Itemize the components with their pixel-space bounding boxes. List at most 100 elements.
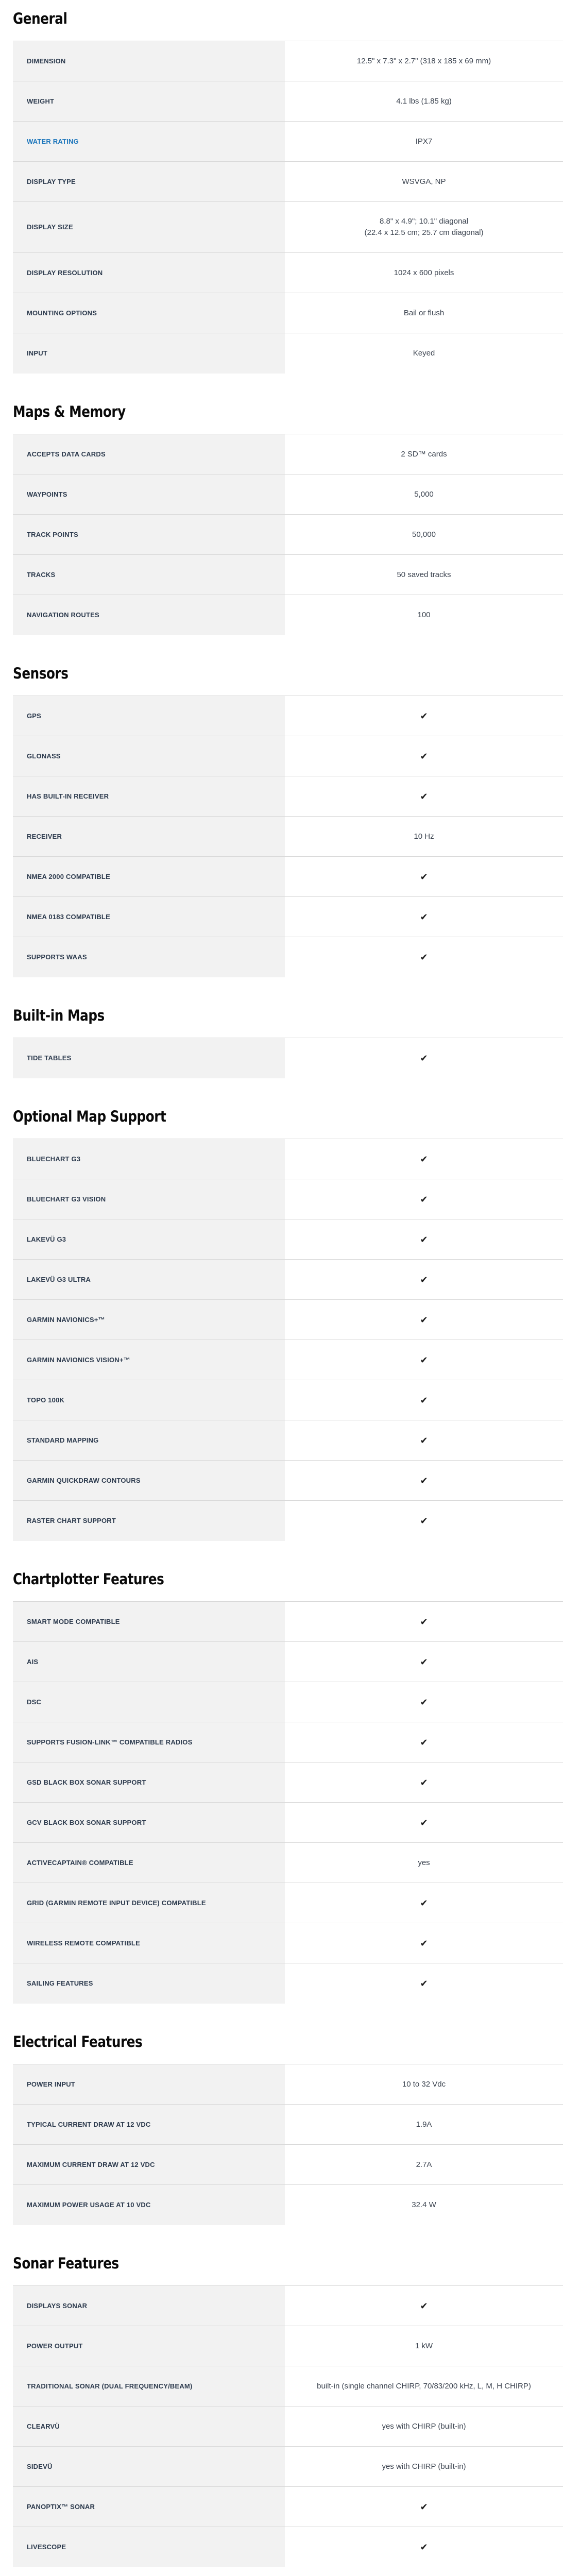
spec-row: INPUT Keyed — [13, 333, 563, 374]
spec-row: NMEA 2000 COMPATIBLE ✔ — [13, 857, 563, 897]
spec-label: GARMIN NAVIONICS+™ — [13, 1300, 285, 1340]
check-icon: ✔ — [420, 1737, 428, 1748]
spec-section: Maps & Memory ACCEPTS DATA CARDS 2 SD™ c… — [13, 403, 563, 635]
spec-value: 1.9A — [416, 2120, 432, 2129]
check-icon: ✔ — [420, 2501, 428, 2512]
spec-row: DISPLAY TYPE WSVGA, NP — [13, 162, 563, 202]
spec-label: AIS — [13, 1642, 285, 1682]
spec-label: POWER OUTPUT — [13, 2326, 285, 2366]
spec-label: ACTIVECAPTAIN® COMPATIBLE — [13, 1843, 285, 1883]
spec-row: GPS ✔ — [13, 696, 563, 736]
spec-row: GCV BLACK BOX SONAR SUPPORT ✔ — [13, 1803, 563, 1843]
spec-row: ACCEPTS DATA CARDS 2 SD™ cards — [13, 434, 563, 474]
spec-section: Chartplotter Features SMART MODE COMPATI… — [13, 1571, 563, 2004]
spec-value: built-in (single channel CHIRP, 70/83/20… — [317, 2381, 531, 2391]
spec-label: POWER INPUT — [13, 2064, 285, 2104]
spec-value: 1 kW — [415, 2341, 433, 2350]
check-icon: ✔ — [420, 1978, 428, 1989]
spec-label: DSC — [13, 1682, 285, 1722]
spec-label: DISPLAYS SONAR — [13, 2286, 285, 2326]
spec-label: ACCEPTS DATA CARDS — [13, 434, 285, 474]
spec-row: STANDARD MAPPING ✔ — [13, 1420, 563, 1461]
spec-row: RASTER CHART SUPPORT ✔ — [13, 1501, 563, 1541]
section-title: Maps & Memory — [13, 403, 126, 420]
spec-row: HAS BUILT-IN RECEIVER ✔ — [13, 776, 563, 817]
check-icon: ✔ — [420, 1154, 428, 1164]
spec-row: LIVESCOPE ✔ — [13, 2527, 563, 2567]
spec-label: BLUECHART G3 VISION — [13, 1179, 285, 1219]
spec-label: DISPLAY RESOLUTION — [13, 253, 285, 293]
spec-label: SUPPORTS WAAS — [13, 937, 285, 977]
spec-row: CLEARVÜ yes with CHIRP (built-in) — [13, 2406, 563, 2447]
spec-label: SUPPORTS FUSION-LINK™ COMPATIBLE RADIOS — [13, 1722, 285, 1762]
spec-row: SAILING FEATURES ✔ — [13, 1963, 563, 2004]
section-title: Sensors — [13, 665, 69, 682]
spec-label: STANDARD MAPPING — [13, 1420, 285, 1460]
spec-row: SUPPORTS WAAS ✔ — [13, 937, 563, 977]
spec-label: SMART MODE COMPATIBLE — [13, 1602, 285, 1641]
section-title: Chartplotter Features — [13, 1570, 164, 1588]
spec-label: GPS — [13, 696, 285, 736]
check-icon: ✔ — [420, 1656, 428, 1667]
check-icon: ✔ — [420, 1053, 428, 1063]
spec-value: yes — [418, 1858, 430, 1867]
check-icon: ✔ — [420, 1475, 428, 1486]
spec-label: GCV BLACK BOX SONAR SUPPORT — [13, 1803, 285, 1842]
spec-label: MAXIMUM POWER USAGE AT 10 VDC — [13, 2185, 285, 2225]
spec-value: 10 Hz — [414, 832, 434, 841]
spec-label: WAYPOINTS — [13, 474, 285, 514]
spec-label: DISPLAY SIZE — [13, 202, 285, 252]
spec-label: TRACK POINTS — [13, 515, 285, 554]
spec-row: DISPLAY RESOLUTION 1024 x 600 pixels — [13, 253, 563, 293]
check-icon: ✔ — [420, 751, 428, 761]
spec-label: DISPLAY TYPE — [13, 162, 285, 201]
spec-table: SMART MODE COMPATIBLE ✔ AIS ✔ DSC ✔ SUPP… — [13, 1601, 563, 2004]
check-icon: ✔ — [420, 1777, 428, 1788]
check-icon: ✔ — [420, 1516, 428, 1526]
spec-label: GLONASS — [13, 736, 285, 776]
spec-value: Bail or flush — [403, 308, 445, 317]
spec-section: Sensors GPS ✔ GLONASS ✔ HAS BUILT-IN REC… — [13, 665, 563, 977]
spec-section: General DIMENSION 12.5" x 7.3" x 2.7" (3… — [13, 10, 563, 374]
check-icon: ✔ — [420, 952, 428, 962]
spec-row: PANOPTIX™ SONAR ✔ — [13, 2487, 563, 2527]
spec-row: DSC ✔ — [13, 1682, 563, 1722]
spec-row: TRACK POINTS 50,000 — [13, 515, 563, 555]
spec-row: NAVIGATION ROUTES 100 — [13, 595, 563, 635]
spec-row: WIRELESS REMOTE COMPATIBLE ✔ — [13, 1923, 563, 1963]
spec-table: GPS ✔ GLONASS ✔ HAS BUILT-IN RECEIVER ✔ … — [13, 696, 563, 977]
spec-value: yes with CHIRP (built-in) — [382, 2421, 466, 2431]
section-title: Built-in Maps — [13, 1007, 105, 1024]
spec-row: BLUECHART G3 ✔ — [13, 1139, 563, 1179]
spec-row: AIS ✔ — [13, 1642, 563, 1682]
spec-table: TIDE TABLES ✔ — [13, 1038, 563, 1078]
check-icon: ✔ — [420, 2300, 428, 2311]
spec-row: GARMIN QUICKDRAW CONTOURS ✔ — [13, 1461, 563, 1501]
spec-row: NMEA 0183 COMPATIBLE ✔ — [13, 897, 563, 937]
spec-label: NMEA 0183 COMPATIBLE — [13, 897, 285, 937]
spec-label-link[interactable]: WATER RATING — [13, 122, 285, 161]
check-icon: ✔ — [420, 1234, 428, 1245]
spec-row: SMART MODE COMPATIBLE ✔ — [13, 1602, 563, 1642]
spec-section: Electrical Features POWER INPUT 10 to 32… — [13, 2033, 563, 2225]
spec-value: 4.1 lbs (1.85 kg) — [396, 96, 452, 106]
check-icon: ✔ — [420, 911, 428, 922]
spec-row: POWER INPUT 10 to 32 Vdc — [13, 2064, 563, 2105]
spec-row: GARMIN NAVIONICS VISION+™ ✔ — [13, 1340, 563, 1380]
spec-row: LAKEVÜ G3 ULTRA ✔ — [13, 1260, 563, 1300]
spec-label: NAVIGATION ROUTES — [13, 595, 285, 635]
check-icon: ✔ — [420, 1938, 428, 1948]
section-title: General — [13, 10, 67, 27]
spec-label: INPUT — [13, 333, 285, 374]
check-icon: ✔ — [420, 1616, 428, 1627]
spec-value: 2.7A — [416, 2160, 432, 2169]
spec-row: DISPLAYS SONAR ✔ — [13, 2286, 563, 2326]
spec-label: RECEIVER — [13, 817, 285, 856]
spec-label: MAXIMUM CURRENT DRAW AT 12 VDC — [13, 2145, 285, 2184]
spec-label: TIDE TABLES — [13, 1038, 285, 1078]
spec-label: GSD BLACK BOX SONAR SUPPORT — [13, 1762, 285, 1802]
spec-label: CLEARVÜ — [13, 2406, 285, 2446]
spec-value: 10 to 32 Vdc — [402, 2079, 446, 2089]
spec-row: GARMIN NAVIONICS+™ ✔ — [13, 1300, 563, 1340]
spec-value: 5,000 — [414, 489, 434, 499]
